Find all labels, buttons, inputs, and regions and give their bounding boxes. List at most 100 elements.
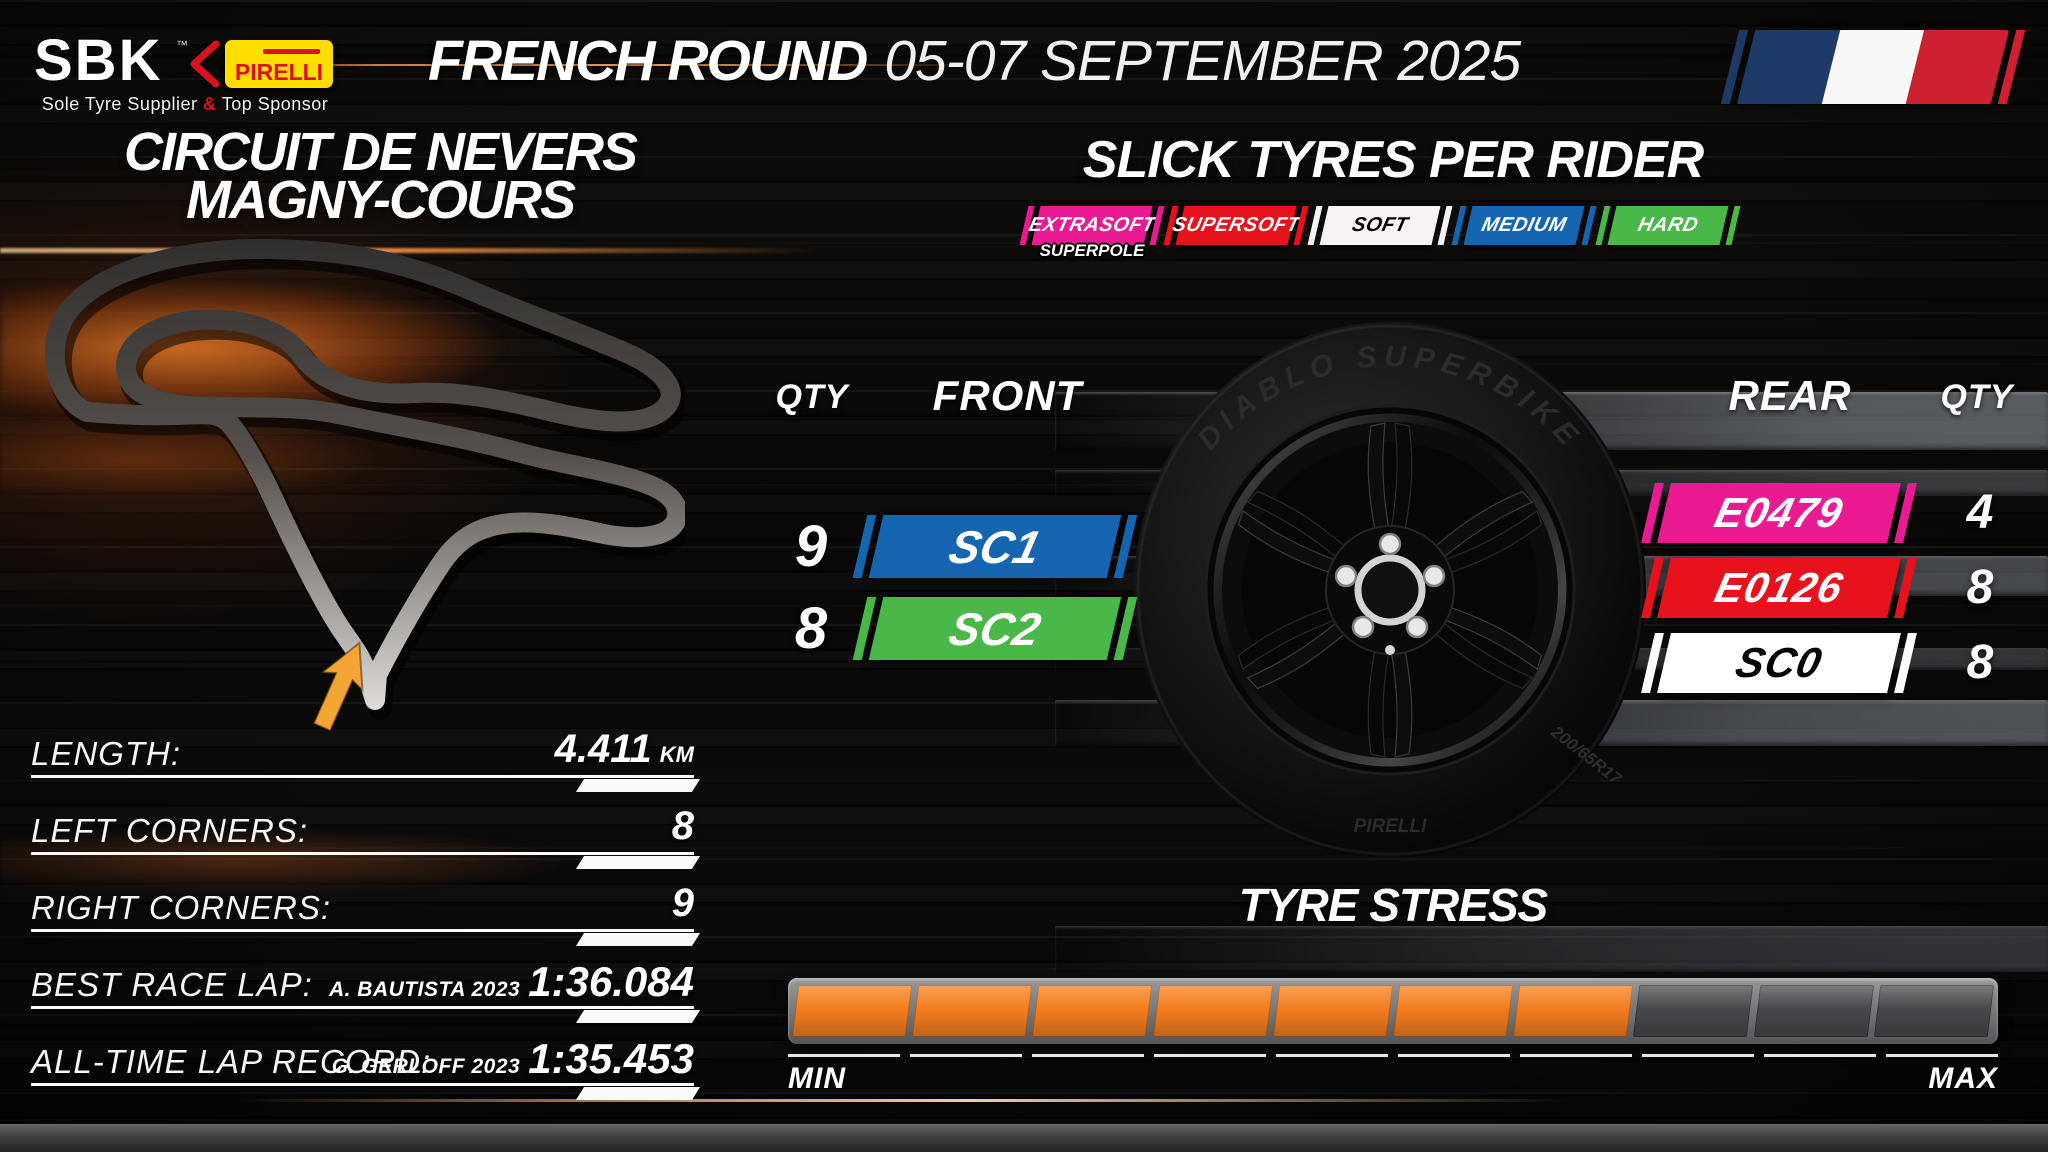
compound-band: EXTRASOFT — [1027, 206, 1157, 245]
stat-underline-end — [575, 856, 701, 869]
stat-value: 8 — [672, 804, 694, 849]
tyre-code-band: SC0 — [1657, 633, 1901, 693]
stress-tick — [910, 1054, 1022, 1057]
flag-red-pane — [1906, 30, 2010, 104]
rear-qty-value: 8 — [1966, 636, 1994, 689]
compound-label: MEDIUM — [1479, 214, 1569, 236]
pirelli-logo-text: PIRELLI — [234, 59, 324, 85]
badge-stripe — [1581, 206, 1597, 245]
tyre-code: SC0 — [1731, 639, 1827, 686]
stat-label: LENGTH: — [31, 735, 182, 772]
sbk-logo: SBK — [34, 28, 163, 93]
stat-underline — [31, 775, 694, 778]
stress-tick — [1276, 1054, 1388, 1057]
badge-stripe — [1437, 206, 1453, 245]
tyre-brand-text: PIRELLI — [1354, 816, 1428, 837]
stat-unit: KM — [659, 742, 694, 767]
track-outline — [44, 238, 685, 710]
stress-tick — [1398, 1054, 1510, 1057]
stat-value: G. GERLOFF 2023 1:35.453 — [332, 1035, 694, 1083]
compound-label: EXTRASOFT — [1026, 214, 1158, 236]
rear-qty-header: QTY — [1940, 378, 2014, 416]
rear-qty-value: 8 — [1966, 561, 1994, 614]
tyre-stress-title: TYRE STRESS — [1238, 879, 1549, 931]
stat-row-best-race-lap: BEST RACE LAP: A. BAUTISTA 2023 1:36.084 — [31, 958, 701, 1023]
track-map — [44, 238, 685, 732]
tagline-part1: Sole Tyre Supplier — [41, 94, 198, 114]
stat-lap-time: 1:36.084 — [528, 958, 694, 1005]
france-flag — [1720, 30, 2026, 104]
stat-underline-end — [575, 1087, 701, 1100]
compound-band: SOFT — [1319, 206, 1441, 245]
compound-band: SUPERSOFT — [1170, 206, 1302, 245]
rear-qty-value: 4 — [1966, 486, 1994, 539]
front-qty-header: QTY — [775, 378, 849, 416]
stress-segment — [1152, 985, 1274, 1037]
front-qty-value: 9 — [794, 514, 828, 579]
stress-tick — [1032, 1054, 1144, 1057]
front-tyre-badge-sc2: SC2 — [852, 597, 1138, 660]
stat-record-holder: G. GERLOFF 2023 — [331, 1055, 521, 1078]
compound-badge-hard: HARD — [1595, 206, 1741, 245]
compound-badge-medium: MEDIUM — [1451, 206, 1597, 245]
pirelli-logo: PIRELLI — [225, 40, 333, 88]
compound-label: SOFT — [1349, 214, 1411, 236]
tyre-image: DIABLO SUPERBIKE 200/65R17 PIRELLI — [1134, 322, 1646, 858]
stat-number: 8 — [671, 804, 694, 848]
stress-tick — [1642, 1054, 1754, 1057]
tyre-code-band: E0126 — [1657, 558, 1901, 618]
stress-segment — [1513, 985, 1634, 1037]
tyre-code: SC1 — [944, 520, 1046, 573]
stat-value: 9 — [672, 881, 694, 926]
stat-label: LEFT CORNERS: — [31, 812, 309, 849]
front-qty-value: 8 — [794, 596, 828, 661]
stat-value: 4.411 KM — [555, 727, 694, 772]
rear-tyre-badge-e0479: E0479 — [1641, 483, 1917, 543]
stress-segment — [1272, 985, 1394, 1037]
bottom-bar — [0, 1124, 2048, 1152]
tyre-code: E0126 — [1710, 564, 1848, 611]
stat-label: BEST RACE LAP: — [31, 966, 313, 1003]
stress-segment — [912, 985, 1033, 1037]
stress-tick — [788, 1054, 900, 1057]
compound-badge-extrasoft: EXTRASOFT — [1019, 206, 1165, 245]
circuit-title-line2: MAGNY-COURS — [186, 170, 576, 230]
stress-segment — [1633, 985, 1754, 1037]
stat-lap-time: 1:35.453 — [528, 1035, 694, 1082]
compound-label: HARD — [1635, 214, 1701, 236]
tyre-code: E0479 — [1710, 489, 1848, 536]
stress-segment — [1753, 985, 1875, 1037]
compound-badge-supersoft: SUPERSOFT — [1163, 206, 1309, 245]
stat-row-lap-record: ALL-TIME LAP RECORD: G. GERLOFF 2023 1:3… — [31, 1035, 701, 1100]
round-header: FRENCH ROUND 05-07 SEPTEMBER 2025 — [428, 28, 1521, 94]
stat-underline-end — [575, 779, 701, 792]
round-dates: 05-07 SEPTEMBER 2025 — [884, 29, 1521, 93]
compound-legend: EXTRASOFT SUPERSOFT SOFT MEDIUM HARD — [1019, 206, 1741, 245]
stress-gauge-track — [788, 978, 1998, 1044]
stress-segment — [791, 985, 913, 1037]
circuit-title: CIRCUIT DE NEVERS MAGNY-COURS — [60, 125, 700, 230]
stress-max-label: MAX — [1928, 1062, 1998, 1095]
sponsor-tagline: Sole Tyre Supplier & Top Sponsor — [40, 94, 330, 115]
rear-header: REAR — [1728, 372, 1852, 419]
stat-underline — [31, 929, 694, 932]
stress-tick — [1154, 1054, 1266, 1057]
pirelli-logo-bar — [263, 49, 320, 54]
compound-label: SUPERSOFT — [1170, 214, 1303, 236]
superpole-sublabel: SUPERPOLE — [1039, 241, 1145, 260]
stress-tick — [1520, 1054, 1632, 1057]
front-tyre-badge-sc1: SC1 — [852, 515, 1138, 578]
flag-main — [1736, 30, 2010, 104]
stat-value: A. BAUTISTA 2023 1:36.084 — [329, 958, 694, 1006]
rear-tyre-badge-e0126: E0126 — [1641, 558, 1917, 618]
slick-tyres-title: SLICK TYRES PER RIDER — [1082, 131, 1704, 189]
stress-tick — [1886, 1054, 1998, 1057]
round-title: FRENCH ROUND — [428, 29, 868, 93]
stat-row-left-corners: LEFT CORNERS: 8 — [31, 804, 701, 869]
header-accent-line — [230, 64, 975, 66]
direction-arrow-icon — [312, 640, 364, 732]
stat-underline — [31, 1083, 694, 1086]
stat-row-length: LENGTH: 4.411 KM — [31, 727, 701, 792]
stat-underline-end — [575, 933, 701, 946]
